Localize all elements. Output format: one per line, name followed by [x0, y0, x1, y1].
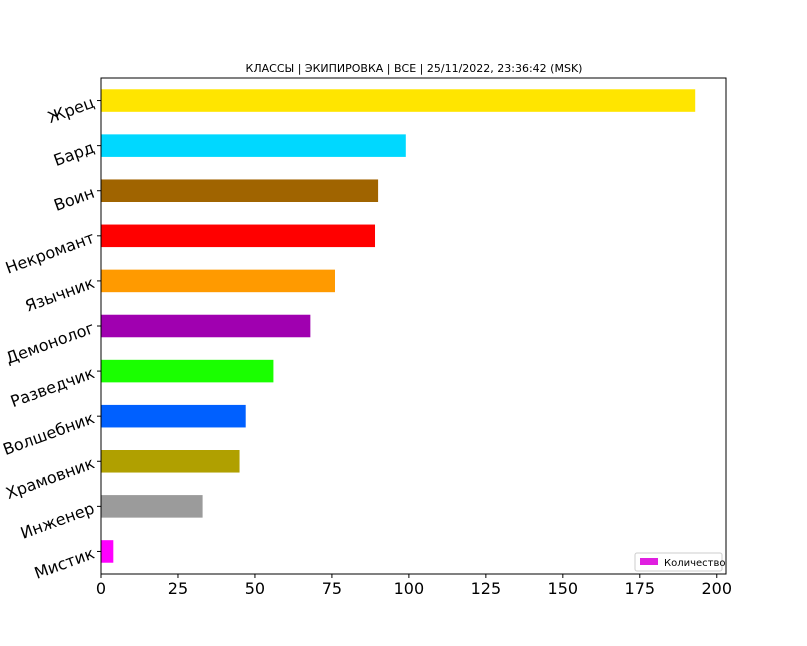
bar-1	[101, 89, 696, 112]
category-label: Жрец	[45, 93, 97, 127]
x-axis-ticks: 0 25 50 75 100 125 150 175 200	[96, 574, 732, 598]
category-label: Воин	[51, 183, 97, 215]
x-tick-label: 175	[625, 579, 656, 598]
x-tick-label: 0	[96, 579, 106, 598]
bar-8	[101, 404, 246, 428]
legend: Количество	[634, 552, 726, 572]
bar-9	[101, 450, 240, 473]
x-tick-label: 25	[168, 579, 188, 598]
bar-4	[101, 224, 376, 248]
bar-7	[101, 359, 274, 383]
category-label: Волшебник	[0, 408, 97, 459]
legend-label: Количество	[664, 558, 726, 569]
category-label: Разведчик	[8, 363, 97, 411]
x-tick-label: 75	[322, 579, 342, 598]
bar-2	[101, 134, 406, 157]
category-label: Инженер	[18, 498, 97, 542]
category-label: Храмовник	[3, 453, 97, 503]
category-label: Некромант	[3, 228, 97, 278]
chart-title: КЛАССЫ | ЭКИПИРОВКА | ВСЕ | 25/11/2022, …	[246, 62, 583, 75]
x-tick-label: 100	[394, 579, 425, 598]
legend-swatch	[640, 558, 658, 565]
bar-10	[101, 495, 203, 518]
category-label: Язычник	[23, 273, 98, 316]
category-label: Бард	[51, 138, 97, 170]
bar-3	[101, 179, 379, 202]
bars-group	[101, 89, 696, 563]
category-label: Демонолог	[3, 318, 97, 368]
x-tick-label: 200	[701, 579, 732, 598]
bar-11	[101, 540, 114, 563]
x-tick-label: 125	[471, 579, 502, 598]
bar-6	[101, 314, 311, 338]
category-label: Мистик	[32, 543, 97, 582]
plot-frame	[100, 77, 727, 575]
bar-5	[101, 269, 335, 293]
legend-box	[634, 552, 723, 572]
x-tick-label: 150	[548, 579, 579, 598]
x-tick-label: 50	[245, 579, 265, 598]
category-labels: Жрец Бард Воин НекромантЯзычникДемонологРаз…	[0, 93, 101, 583]
